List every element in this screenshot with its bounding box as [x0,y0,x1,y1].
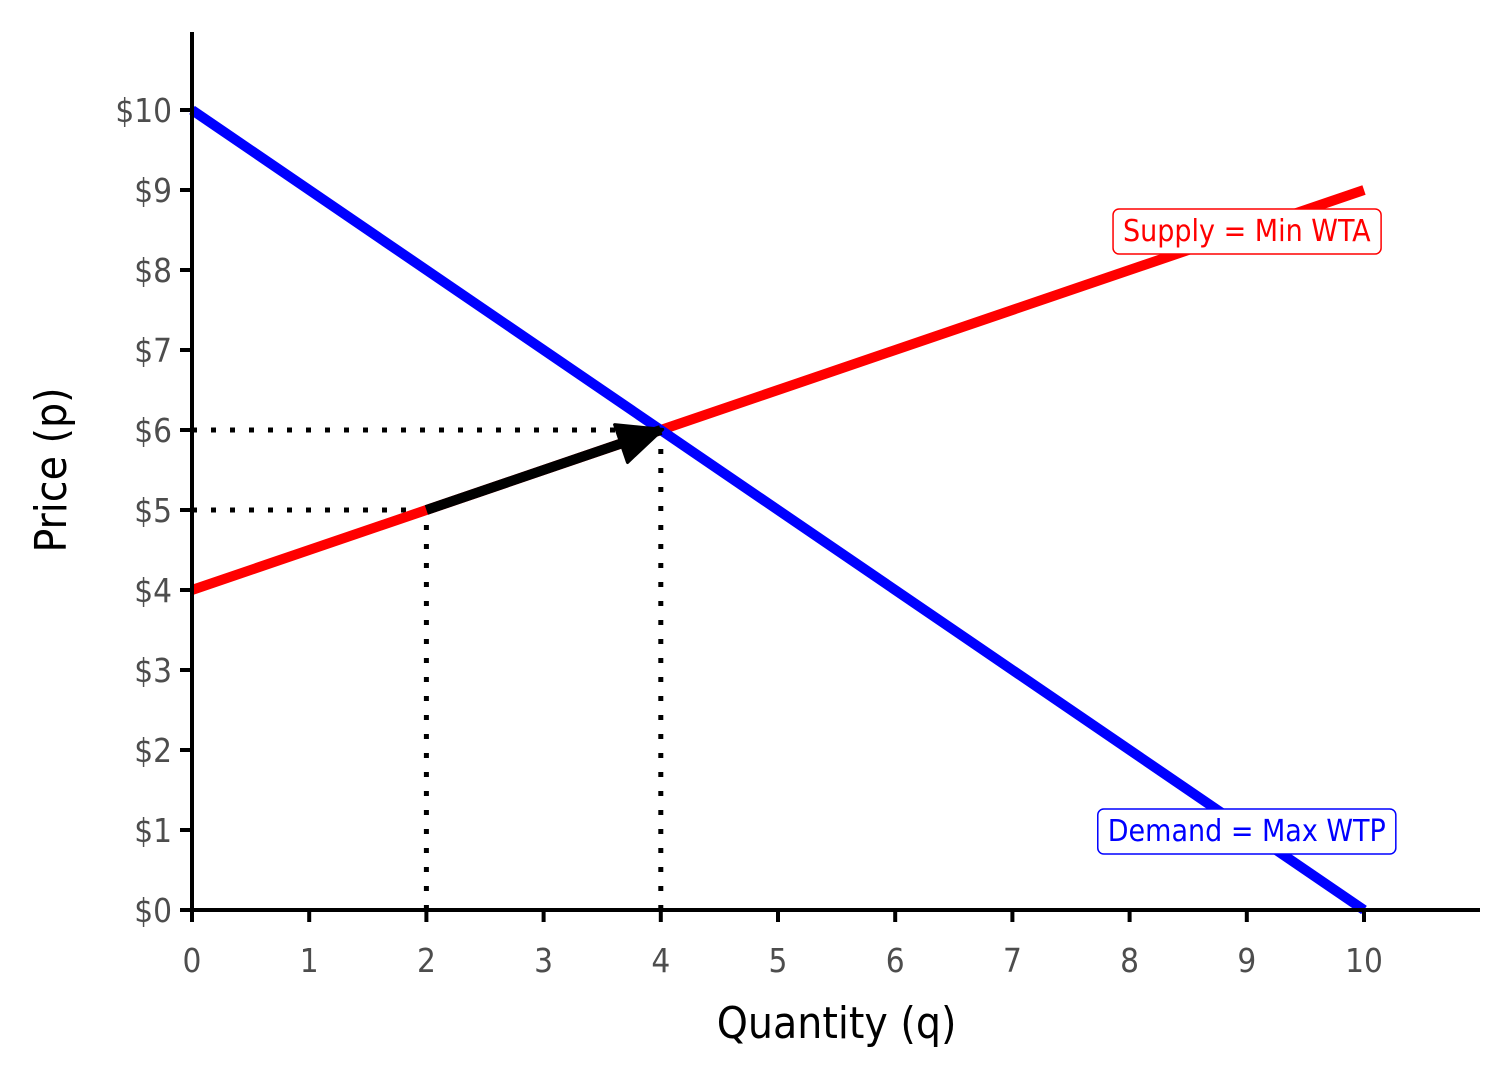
supply-label-box [1112,208,1382,255]
reference-lines [192,427,664,910]
y-tick-label-7: $7 [134,331,172,370]
x-tick-label-6: 6 [886,941,905,980]
x-tick-label-0: 0 [183,941,202,980]
x-axis-title: Quantity (q) [717,998,957,1049]
y-axis-title: Price (p) [26,387,77,552]
x-tick-label-2: 2 [417,941,436,980]
y-tick-label-6: $6 [134,411,172,450]
supply-label-text: Supply = Min WTA [1123,214,1371,249]
y-tick-label-4: $4 [134,571,172,610]
y-tick-label-1: $1 [134,811,172,850]
axes: 0 1 2 3 4 5 6 7 8 9 10 $0 $1 $2 $3 $4 $5 $6 $7 $8 $9 $10 [115,32,1480,980]
x-tick-label-1: 1 [300,941,319,980]
arrow-layer [424,423,665,515]
x-tick-label-3: 3 [534,941,553,980]
curve-labels: Supply = Min WTA Demand = Max WTP [1097,208,1397,855]
y-tick-label-5: $5 [134,491,172,530]
movement-arrow [424,423,665,515]
curves [189,105,1367,915]
y-tick-label-8: $8 [134,251,172,290]
y-tick-label-0: $0 [134,891,172,930]
demand-curve [189,105,1367,915]
demand-label-box [1097,808,1397,855]
y-tick-label-2: $2 [134,731,172,770]
y-tick-label-9: $9 [134,171,172,210]
supply-label: Supply = Min WTA [1112,208,1382,255]
x-tick-label-4: 4 [651,941,670,980]
x-tick-label-8: 8 [1120,941,1139,980]
demand-label: Demand = Max WTP [1097,808,1397,855]
x-tick-label-7: 7 [1003,941,1022,980]
supply-curve [190,185,1366,595]
y-tick-label-10: $10 [115,91,172,130]
demand-label-text: Demand = Max WTP [1108,814,1386,849]
x-tick-label-9: 9 [1237,941,1256,980]
x-tick-label-5: 5 [769,941,788,980]
y-tick-label-3: $3 [134,651,172,690]
x-tick-label-10: 10 [1345,941,1383,980]
